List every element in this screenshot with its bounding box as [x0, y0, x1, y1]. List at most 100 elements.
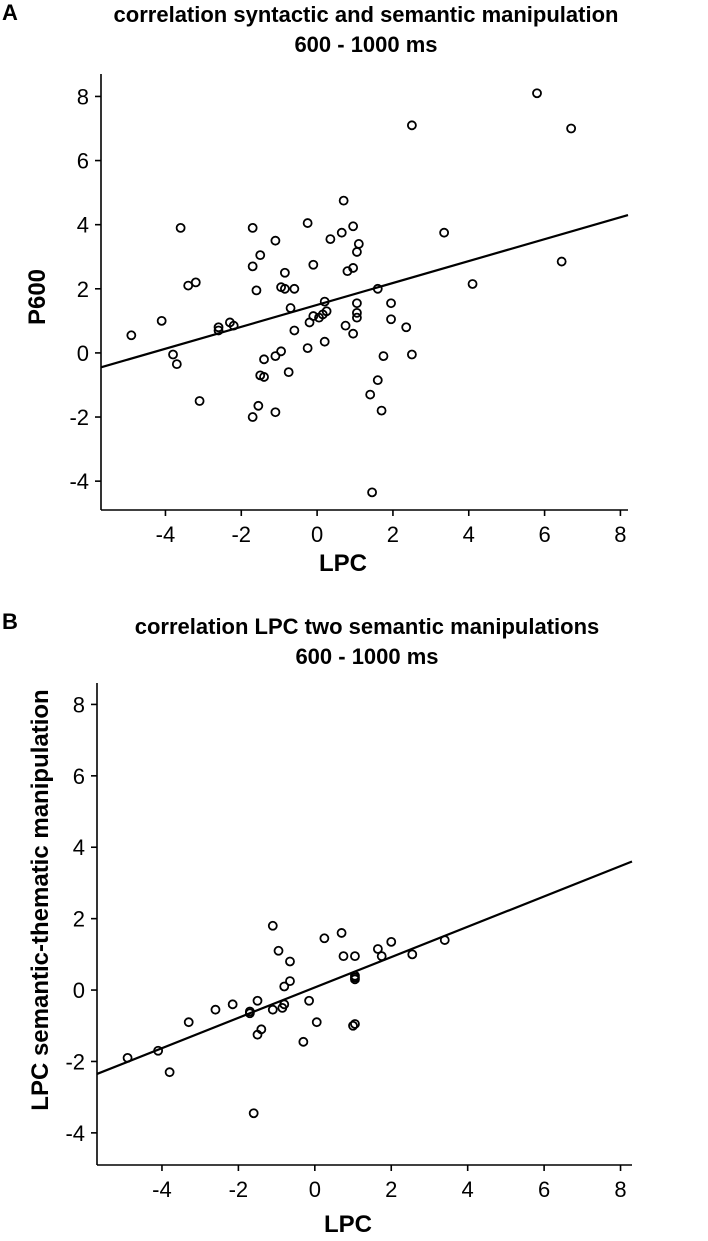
panel-a-x-tick-label: -4 — [156, 522, 176, 547]
panel-a-data-point — [213, 325, 224, 336]
panel-a-data-point — [352, 307, 362, 318]
panel-a-data-point — [406, 349, 417, 360]
panel-b-x-tick-label: 4 — [462, 1177, 474, 1202]
panel-a-data-point — [308, 311, 319, 321]
panel-a-data-point — [270, 235, 281, 246]
panel-b-data-point — [311, 1017, 322, 1028]
panel-b-data-point — [372, 944, 383, 954]
panel-b-data-point — [350, 1019, 360, 1029]
panel-b-x-tick-label: 0 — [309, 1177, 321, 1202]
panel-a-data-point — [156, 315, 167, 326]
panel-a-data-point — [259, 354, 269, 365]
panel-a-title: correlation syntactic and semantic manip… — [114, 2, 619, 27]
panel-b-data-point — [244, 1008, 255, 1019]
panel-a-data-point — [386, 314, 396, 325]
panel-b-y-tick-label: 4 — [73, 835, 85, 860]
panel-a-data-point — [190, 277, 201, 288]
panel-a-data-point — [336, 227, 347, 238]
panel-b-x-tick-label: -2 — [229, 1177, 249, 1202]
panel-a-data-point — [279, 283, 290, 294]
panel-a-data-point — [338, 195, 349, 206]
panel-a-data-point — [532, 88, 542, 99]
panel-a-data-point — [467, 279, 478, 289]
panel-a-data-point — [352, 298, 362, 309]
panel-a-data-point — [556, 256, 567, 267]
panel-a-regression-line — [100, 214, 629, 369]
panel-a-data-point — [378, 351, 389, 362]
panel-a-data-point — [255, 250, 266, 261]
panel-b-data-point — [376, 951, 387, 962]
panel-b-data-point — [256, 1024, 267, 1035]
panel-b-data-point — [210, 1004, 221, 1015]
panel-a-y-tick-label: -2 — [69, 405, 89, 430]
panel-b-data-point — [350, 951, 360, 962]
panel-a-data-point — [376, 405, 387, 416]
panel-a-data-point — [171, 359, 182, 370]
panel-a-data-point — [308, 259, 319, 270]
panel-a-data-point — [126, 330, 137, 341]
panel-b-data-point — [252, 995, 263, 1006]
panel-a-data-point — [372, 375, 383, 386]
panel-a-data-point — [348, 221, 359, 232]
panel-b-y-tick-label: 2 — [73, 907, 85, 932]
panel-a-data-point — [406, 120, 417, 131]
panel-a-data-point — [372, 283, 383, 294]
panel-b-data-point — [122, 1052, 133, 1063]
panel-a-data-point — [194, 396, 205, 406]
panel-b-data-point — [164, 1067, 175, 1078]
panel-a-data-point — [348, 263, 359, 273]
panel-b-data-point — [350, 972, 360, 983]
panel-b-data-point — [279, 999, 290, 1010]
panel-b-data-point — [248, 1108, 259, 1119]
panel-a-y-axis-label: P600 — [24, 269, 51, 325]
panel-a-data-point — [319, 336, 330, 347]
panel-a-x-tick-label: -2 — [231, 522, 251, 547]
panel-b-x-tick-label: 6 — [538, 1177, 550, 1202]
panel-b-data-point — [336, 928, 347, 938]
panel-b-x-axis-label: LPC — [324, 1211, 372, 1238]
panel-b-data-point — [386, 936, 397, 947]
panel-b-title: correlation LPC two semantic manipulatio… — [135, 614, 600, 639]
panel-a-letter: A — [2, 0, 18, 25]
panel-a-data-point — [340, 320, 351, 331]
panel-b-data-point — [304, 995, 314, 1006]
panel-a-y-tick-label: -4 — [69, 469, 89, 494]
panel-b-data-point — [298, 1036, 309, 1047]
panel-a-data-point — [566, 123, 577, 134]
panel-a-data-point — [325, 234, 336, 245]
panel-a-data-point — [251, 285, 262, 296]
panel-a-data-point — [289, 325, 300, 336]
panel-a-y-tick-label: 8 — [77, 84, 89, 109]
panel-a-data-point — [319, 296, 330, 307]
panel-a-subtitle: 600 - 1000 ms — [294, 32, 437, 57]
panel-b-y-tick-label: 0 — [73, 978, 85, 1003]
panel-a-data-point — [302, 218, 313, 228]
panel-a-data-point — [228, 320, 239, 331]
panel-b-data-point — [183, 1017, 194, 1028]
panel-a-data-point — [285, 303, 296, 313]
panel-b-x-tick-label: 2 — [385, 1177, 397, 1202]
panel-a-y-tick-label: 6 — [77, 149, 89, 174]
panel-a-y-tick-label: 4 — [77, 213, 89, 238]
panel-a-data-point — [352, 247, 362, 257]
panel-a-data-point — [175, 222, 186, 233]
panel-b-y-tick-label: -2 — [65, 1049, 85, 1074]
panel-b-data-point — [439, 935, 450, 945]
panel-b-data-point — [153, 1045, 164, 1056]
panel-a-y-tick-label: 0 — [77, 341, 89, 366]
panel-a-data-point — [270, 407, 281, 418]
panel-b-data-point — [338, 951, 349, 962]
panel-a-x-tick-label: 0 — [311, 522, 323, 547]
panel-a-data-point — [365, 389, 376, 400]
panel-a-data-point — [348, 328, 359, 339]
panel-b-data-point — [267, 1004, 278, 1015]
panel-b: B correlation LPC two semantic manipulat… — [2, 609, 633, 1238]
panel-a-data-point — [213, 322, 224, 333]
panel-b-y-tick-label: 6 — [73, 764, 85, 789]
panel-a-x-tick-label: 6 — [538, 522, 550, 547]
panel-a-data-point — [283, 367, 294, 378]
panel-a-plot: -4 -2 0 2 4 6 8 -4 -2 0 2 4 6 8 — [69, 74, 629, 547]
panel-a: A correlation syntactic and semantic man… — [2, 0, 629, 577]
panel-a-data-point — [386, 298, 396, 309]
